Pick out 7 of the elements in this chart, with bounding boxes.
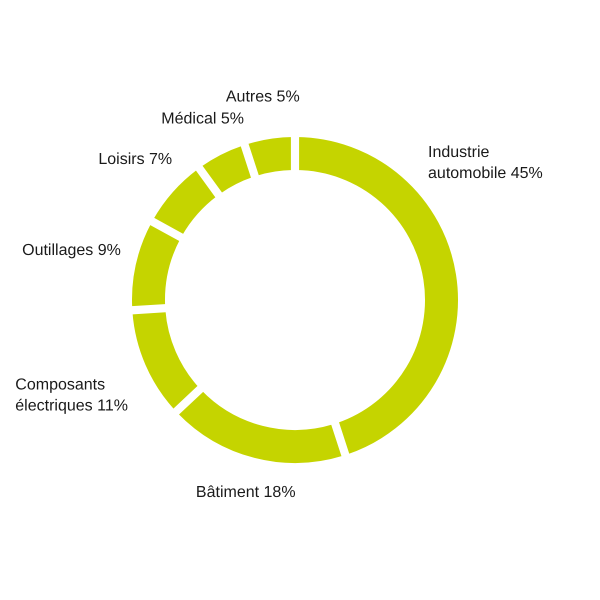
- slice-label: Médical 5%: [161, 110, 244, 128]
- slice-label: Loisirs 7%: [98, 151, 172, 168]
- slice-label: Industrie automobile 45%: [428, 144, 543, 182]
- slice-label: Composants électriques 11%: [15, 376, 128, 415]
- slice-label: Outillages 9%: [22, 242, 121, 260]
- slice-label: Autres 5%: [226, 88, 300, 106]
- slice-label: Bâtiment 18%: [196, 484, 296, 501]
